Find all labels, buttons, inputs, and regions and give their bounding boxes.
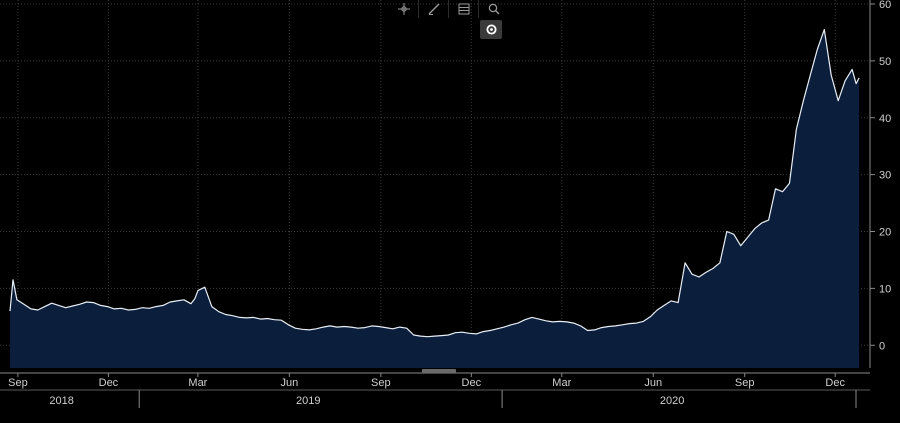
table-button[interactable] — [448, 0, 478, 18]
year-label: 2018 — [49, 395, 73, 407]
x-tick-label: Sep — [371, 377, 391, 389]
crosshair-icon — [397, 3, 410, 15]
series-line — [9, 29, 860, 338]
zoom-icon — [488, 3, 499, 15]
x-tick-label: Jun — [644, 377, 662, 389]
y-tick-label: 60 — [879, 0, 891, 11]
x-tick-label: Mar — [188, 377, 207, 389]
x-tick-label: Mar — [552, 377, 571, 389]
draw-line-icon — [428, 3, 439, 15]
y-tick-label: 0 — [879, 340, 885, 352]
settings-icon — [485, 24, 497, 35]
series-area — [10, 29, 860, 368]
x-tick-label: Dec — [99, 377, 119, 389]
x-tick-label: Sep — [735, 377, 755, 389]
y-tick-label: 40 — [879, 113, 891, 125]
y-tick-label: 30 — [879, 170, 891, 182]
crosshair-button[interactable] — [389, 0, 418, 18]
x-tick-label: Sep — [8, 377, 28, 389]
draw-line-button[interactable] — [418, 0, 448, 18]
year-label: 2019 — [296, 395, 320, 407]
table-icon — [458, 3, 469, 15]
year-label: 2020 — [660, 395, 684, 407]
x-scroll-handle — [422, 369, 456, 373]
settings-button[interactable] — [480, 20, 502, 39]
x-tick-label: Jun — [280, 377, 298, 389]
zoom-button[interactable] — [478, 0, 508, 18]
chart-toolbar — [389, 0, 508, 18]
y-tick-label: 50 — [879, 56, 891, 68]
x-tick-label: Dec — [462, 377, 482, 389]
y-tick-label: 10 — [879, 283, 891, 295]
x-tick-label: Dec — [825, 377, 845, 389]
y-tick-label: 20 — [879, 227, 891, 239]
